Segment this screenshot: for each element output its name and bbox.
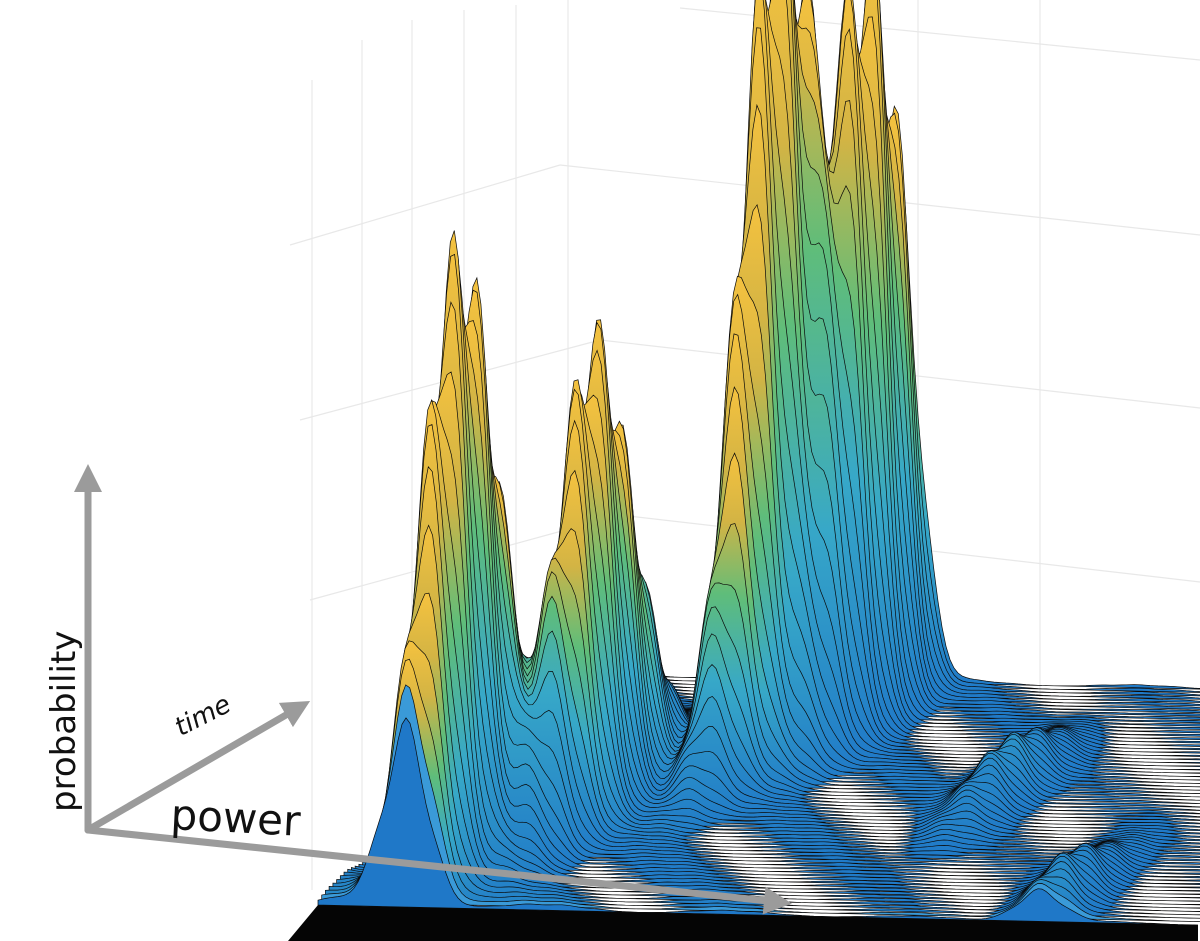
surface-slice (417, 388, 1200, 835)
time-axis-arrow (84, 700, 311, 834)
probability-axis-label: probability (44, 630, 84, 812)
probability-surface (288, 0, 1200, 941)
surface-slice (414, 419, 1200, 838)
surface-slice (317, 717, 1199, 926)
axis-arrows (74, 464, 792, 915)
surface-base (288, 905, 1198, 941)
power-axis-arrow (84, 826, 792, 915)
power-axis-label: power (169, 790, 302, 846)
